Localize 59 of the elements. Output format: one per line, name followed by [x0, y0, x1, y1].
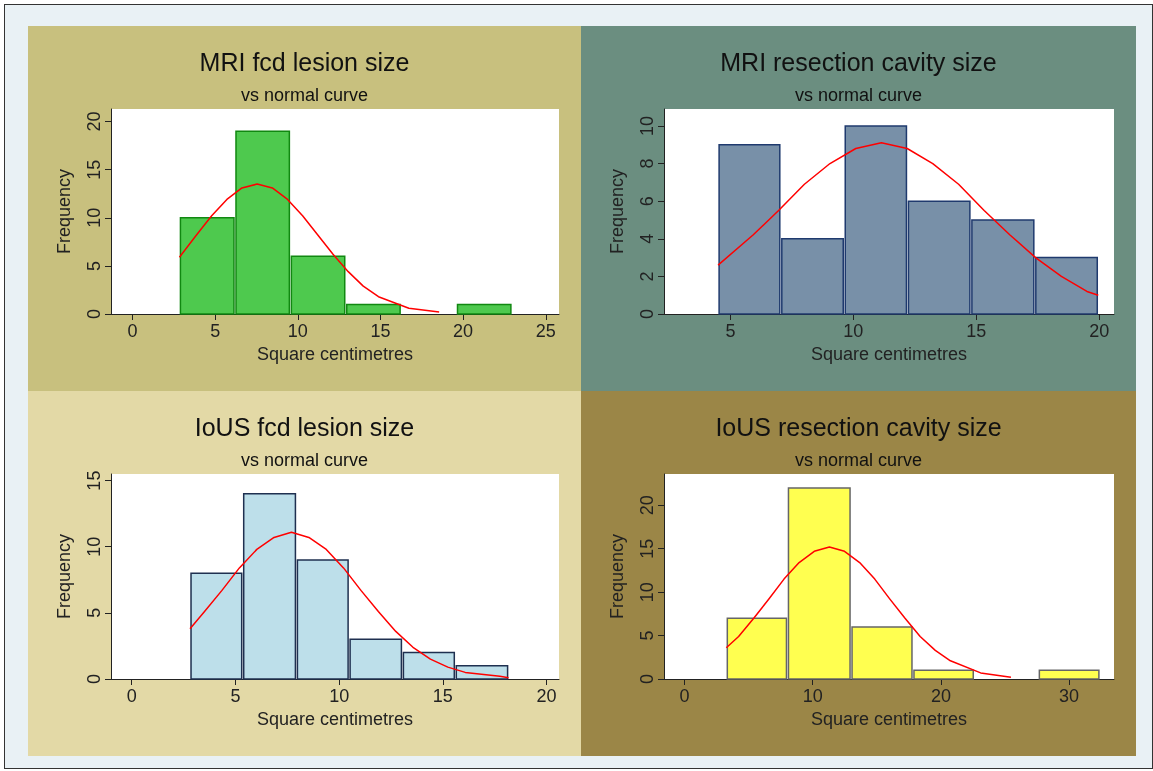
x-axis-title: Square centimetres [810, 708, 968, 729]
x-tick-label: 25 [535, 321, 556, 341]
y-tick-label: 10 [84, 536, 104, 557]
x-tick-label: 0 [126, 686, 137, 706]
x-tick-label: 20 [536, 686, 557, 706]
x-tick-label: 5 [230, 686, 241, 706]
x-axis-title: Square centimetres [256, 708, 414, 729]
line-series [178, 183, 440, 313]
x-tick-label: 20 [453, 321, 474, 341]
line-series [189, 531, 510, 679]
y-tick-label: 2 [637, 271, 657, 282]
y-axis-title: Frequency [607, 168, 627, 255]
y-tick-label: 15 [84, 159, 104, 180]
y-axis-title: Frequency [607, 533, 627, 620]
chart-subtitle: vs normal curve [794, 85, 923, 105]
y-tick-label: 20 [637, 495, 657, 516]
x-tick-label: 10 [802, 686, 823, 706]
x-tick-label: 10 [329, 686, 350, 706]
y-tick-label: 0 [637, 308, 657, 320]
y-tick-label: 6 [637, 196, 657, 207]
x-tick-label: 10 [843, 321, 864, 341]
x-tick-label: 5 [725, 321, 736, 341]
x-tick-label: 10 [287, 321, 308, 341]
x-tick-label: 15 [370, 321, 391, 341]
y-tick-label: 10 [637, 115, 657, 136]
y-axis-title: Frequency [54, 168, 74, 255]
y-tick-label: 15 [637, 538, 657, 559]
line-series [725, 546, 1012, 679]
x-tick-label: 5 [210, 321, 221, 341]
y-tick-label: 5 [637, 630, 657, 641]
y-tick-label: 5 [84, 607, 104, 618]
chart-title: MRI resection cavity size [720, 47, 997, 76]
y-tick-label: 0 [637, 673, 657, 685]
x-tick-label: 30 [1059, 686, 1080, 706]
y-tick-label: 10 [84, 207, 104, 228]
y-tick-label: 5 [84, 260, 104, 271]
x-tick-label: 15 [966, 321, 987, 341]
x-axis-title: Square centimetres [810, 343, 968, 364]
x-tick-label: 0 [679, 686, 690, 706]
x-tick-label: 0 [127, 321, 138, 341]
x-tick-label: 15 [432, 686, 453, 706]
x-axis-title: Square centimetres [256, 343, 414, 364]
y-tick-label: 20 [84, 111, 104, 132]
chart-title: MRI fcd lesion size [199, 47, 410, 76]
y-tick-label: 4 [637, 233, 657, 244]
line-series [717, 142, 1100, 296]
y-axis-title: Frequency [54, 533, 74, 620]
y-tick-label: 15 [84, 470, 104, 491]
y-tick-label: 0 [84, 673, 104, 685]
chart-subtitle: vs normal curve [240, 450, 369, 470]
chart-subtitle: vs normal curve [240, 85, 369, 105]
chart-title: IoUS fcd lesion size [194, 412, 415, 441]
y-tick-label: 10 [637, 582, 657, 603]
chart-title: IoUS resection cavity size [715, 412, 1002, 441]
x-tick-label: 20 [1089, 321, 1110, 341]
x-tick-label: 20 [930, 686, 951, 706]
chart-subtitle: vs normal curve [794, 450, 923, 470]
y-tick-label: 0 [84, 308, 104, 320]
y-tick-label: 8 [637, 158, 657, 169]
